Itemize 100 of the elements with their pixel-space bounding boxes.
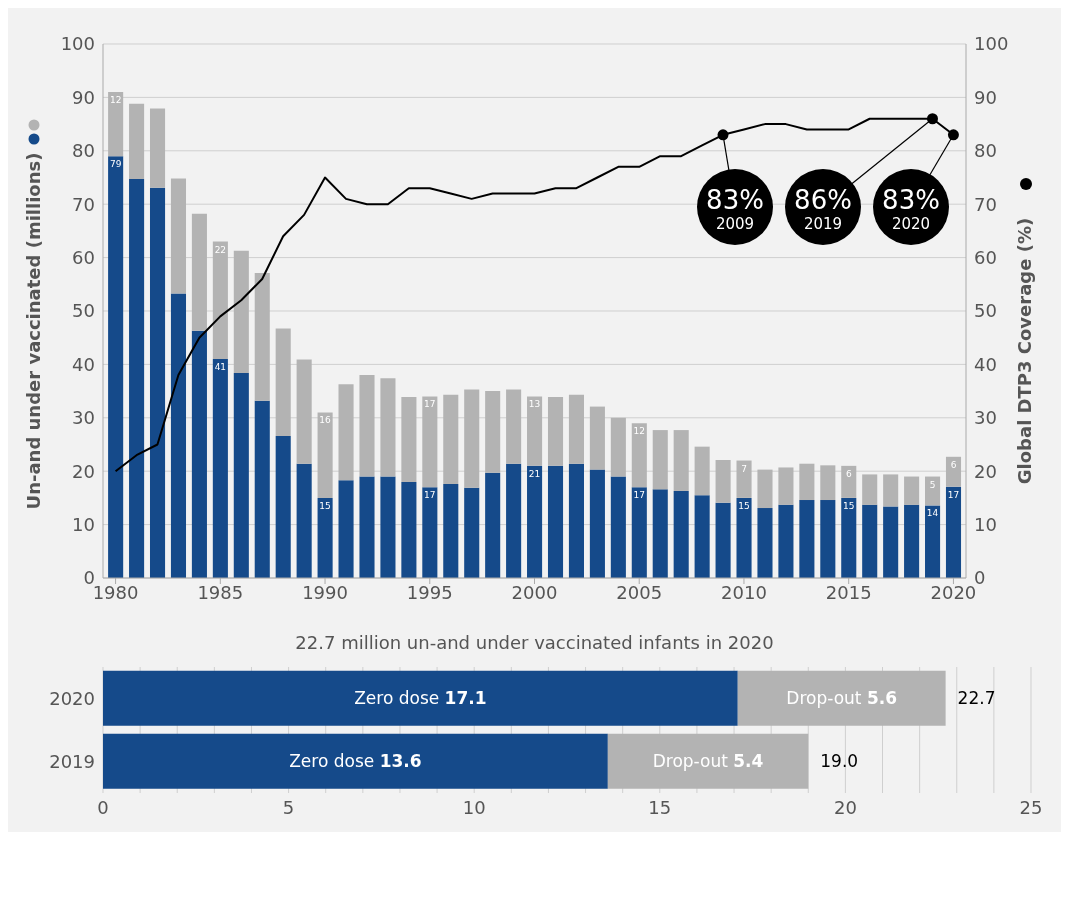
bar (401, 396, 417, 482)
bar (610, 417, 626, 477)
x-tick-label: 5 (282, 796, 295, 818)
x-tick-label: 0 (97, 796, 109, 818)
bar (778, 467, 794, 505)
data-label: 22 (214, 244, 227, 255)
bar (275, 328, 291, 436)
bar (736, 460, 752, 498)
data-label: 17 (424, 490, 436, 501)
chart-title: 22.7 million un-and under vaccinated infants in 2020 (294, 632, 775, 653)
y2-tick-label: 90 (974, 86, 997, 108)
bar (443, 394, 459, 485)
x-tick-label: 20 (833, 796, 857, 818)
y-tick-label: 30 (72, 407, 95, 429)
series-label: Drop-out (786, 688, 862, 709)
bar (568, 394, 584, 464)
data-label: 15 (738, 500, 750, 511)
total-label: 22.7 (957, 688, 996, 709)
bar (275, 435, 291, 578)
bar (883, 474, 899, 507)
y-axis-title: Un-and under vaccinated (millions) (23, 152, 44, 510)
bar (736, 497, 752, 578)
x-tick-label: 2010 (721, 581, 767, 603)
bar (715, 459, 731, 503)
bar (254, 273, 270, 401)
bar (652, 430, 668, 490)
bar (652, 489, 668, 578)
x-tick-label: 15 (648, 796, 672, 818)
bar (778, 504, 794, 578)
y2-tick-label: 100 (974, 33, 1009, 55)
data-label: 17 (947, 489, 960, 500)
y-tick-label: 100 (60, 33, 95, 55)
bar (296, 359, 312, 464)
x-tick-label: 25 (1019, 796, 1043, 818)
bar (631, 423, 647, 488)
bar (547, 396, 564, 466)
bar (673, 430, 689, 491)
bar (149, 187, 166, 578)
annotation: 83% 2009 (706, 185, 764, 233)
data-label: 14 (926, 508, 939, 519)
bar (338, 480, 354, 578)
bar (607, 733, 809, 789)
bar (191, 213, 207, 331)
bar (170, 178, 187, 294)
y2-axis-title: Global DTP3 Coverage (%) (1014, 217, 1035, 485)
bar (212, 241, 228, 360)
bar (757, 508, 773, 578)
y-tick-label: 70 (72, 193, 95, 215)
bar (820, 500, 836, 578)
bar (108, 92, 124, 157)
bar (338, 384, 354, 481)
bar (485, 472, 501, 578)
bar (799, 463, 815, 501)
data-label: 5 (929, 479, 936, 490)
bar (103, 733, 608, 789)
bar (737, 670, 946, 726)
bar (149, 108, 166, 188)
bar (841, 465, 857, 498)
bar (904, 476, 920, 505)
data-label: 41 (214, 362, 227, 373)
data-label: 13 (528, 399, 541, 410)
bar (506, 463, 522, 578)
bar (506, 389, 522, 464)
y2-tick-label: 20 (974, 460, 997, 482)
series-label: Zero dose (354, 688, 440, 709)
x-tick-label: 2000 (511, 581, 558, 603)
bar (820, 465, 836, 501)
y-tick-label: 90 (72, 86, 95, 108)
bar (568, 463, 584, 578)
bar (129, 103, 145, 180)
bar (589, 469, 605, 578)
bar (129, 179, 145, 578)
y-tick-label: 50 (72, 300, 95, 322)
bar (254, 400, 270, 578)
data-label: 15 (319, 500, 331, 511)
data-label: 15 (843, 500, 855, 511)
data-label: 79 (109, 159, 122, 170)
x-tick-label: 2015 (825, 581, 872, 603)
x-tick-label: 1995 (406, 581, 453, 603)
data-label: 16 (319, 415, 332, 426)
data-label: 12 (109, 95, 122, 106)
y2-tick-label: 30 (974, 407, 997, 429)
bar (715, 502, 731, 578)
bar (945, 456, 962, 487)
data-label: 6 (950, 459, 957, 470)
bar (170, 293, 187, 578)
bar (799, 500, 815, 578)
y2-tick-label: 10 (974, 513, 997, 535)
bar (191, 330, 207, 578)
bar (547, 465, 564, 578)
bar (443, 484, 459, 578)
bar (631, 487, 647, 578)
bar (904, 504, 920, 578)
y2-tick-label: 50 (974, 300, 997, 322)
y2-tick-label: 0 (974, 567, 986, 589)
data-label: 17 (633, 490, 646, 501)
y2-tick-label: 60 (974, 246, 997, 268)
bar (694, 446, 710, 496)
bar (108, 156, 124, 578)
bar (317, 412, 333, 498)
